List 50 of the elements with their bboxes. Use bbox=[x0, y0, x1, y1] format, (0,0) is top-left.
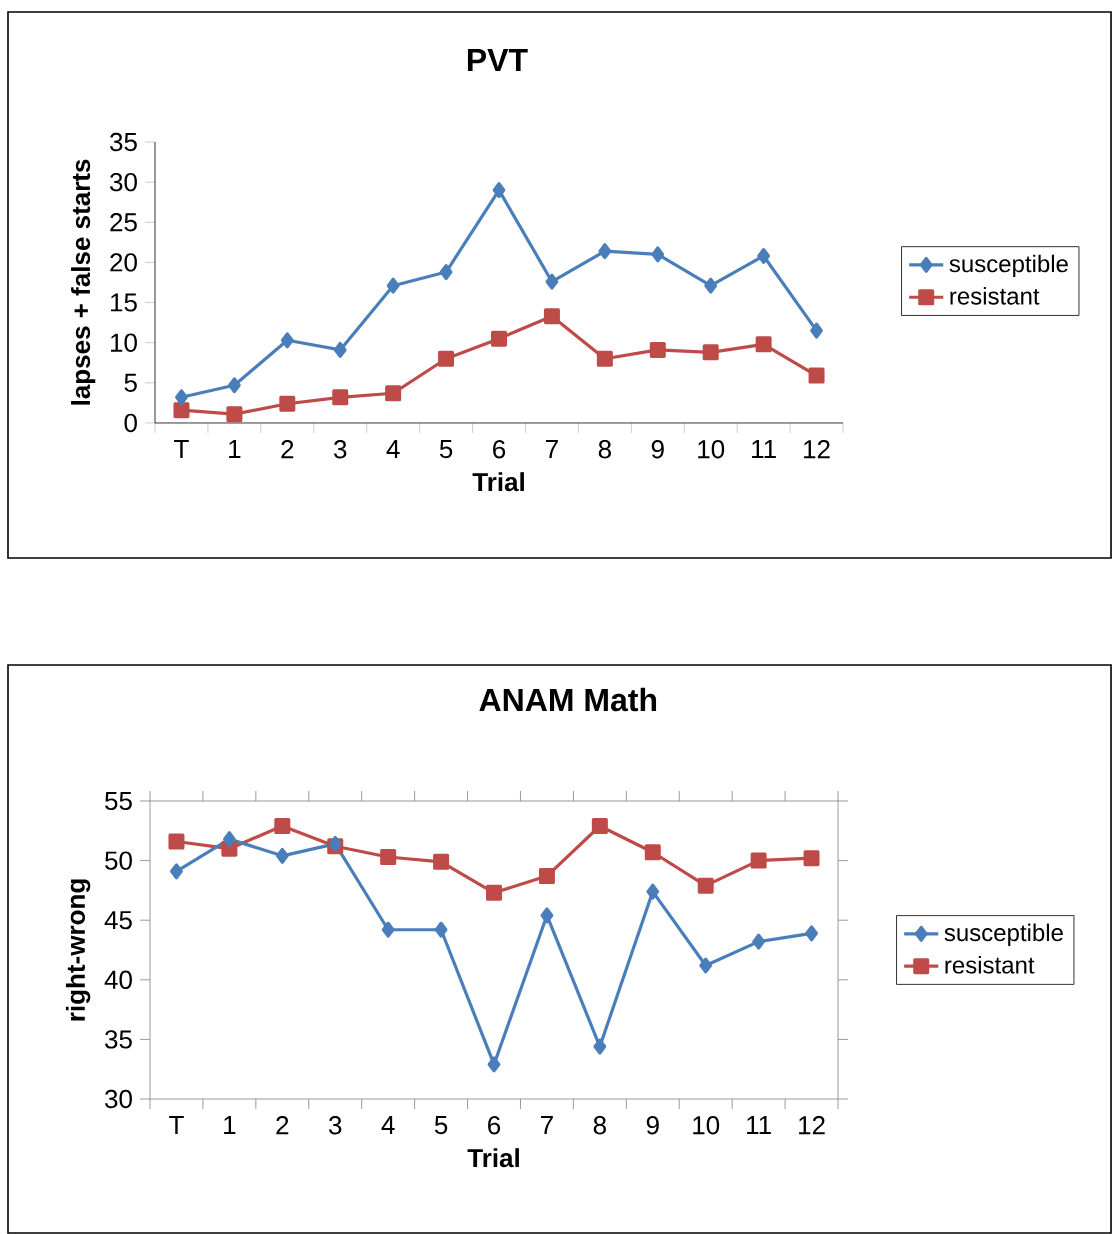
x-tick-label: T bbox=[169, 1116, 184, 1134]
x-tick-label: 2 bbox=[281, 440, 294, 459]
x-tick-label: 11 bbox=[747, 1116, 771, 1134]
legend-label: resistant bbox=[950, 287, 1040, 305]
x-tick-label: 7 bbox=[541, 1116, 553, 1134]
x-tick-label: 5 bbox=[434, 1116, 448, 1135]
chart-title: PVT bbox=[467, 49, 528, 72]
x-tick-label: 8 bbox=[593, 1116, 606, 1135]
y-tick-label: 35 bbox=[110, 132, 137, 152]
y-tick-label: 30 bbox=[105, 1089, 132, 1109]
chart-title: ANAM Math bbox=[479, 687, 657, 712]
x-tick-label: 9 bbox=[651, 440, 664, 459]
x-tick-label: 4 bbox=[381, 1116, 395, 1134]
y-tick-label: 25 bbox=[110, 213, 137, 232]
x-tick-label: 5 bbox=[439, 440, 453, 459]
x-tick-label: 3 bbox=[329, 1116, 342, 1135]
x-tick-label: 10 bbox=[693, 1116, 720, 1135]
y-axis-title: lapses + false starts bbox=[71, 159, 96, 405]
y-tick-label: 40 bbox=[104, 970, 132, 989]
y-tick-label: 50 bbox=[105, 851, 132, 870]
legend-label: susceptible bbox=[949, 254, 1068, 278]
legend-label: susceptible bbox=[944, 923, 1063, 946]
x-tick-label: 8 bbox=[598, 440, 611, 459]
y-tick-label: 45 bbox=[104, 911, 132, 930]
x-tick-label: 6 bbox=[488, 1116, 501, 1135]
x-tick-label: 10 bbox=[698, 440, 725, 459]
y-axis-title: right-wrong bbox=[65, 879, 91, 1021]
x-axis-title: Trial bbox=[467, 1148, 519, 1168]
x-tick-label: 2 bbox=[276, 1116, 289, 1135]
y-tick-label: 10 bbox=[110, 333, 137, 352]
x-tick-label: 7 bbox=[546, 440, 558, 458]
x-tick-label: 12 bbox=[799, 1116, 825, 1135]
y-tick-label: 35 bbox=[105, 1030, 132, 1049]
y-tick-label: 5 bbox=[124, 373, 137, 392]
x-tick-label: 3 bbox=[334, 440, 347, 459]
legend-label: resistant bbox=[945, 956, 1035, 974]
x-tick-label: 4 bbox=[386, 440, 400, 458]
x-tick-label: 12 bbox=[804, 440, 830, 459]
y-tick-label: 0 bbox=[124, 413, 137, 433]
x-tick-label: 9 bbox=[646, 1116, 659, 1135]
y-tick-label: 20 bbox=[110, 253, 137, 272]
x-tick-label: T bbox=[174, 440, 189, 458]
x-axis-title: Trial bbox=[472, 472, 524, 492]
x-tick-label: 6 bbox=[493, 440, 506, 459]
x-tick-label: 1 bbox=[229, 440, 241, 458]
y-tick-label: 15 bbox=[110, 293, 137, 312]
y-tick-label: 30 bbox=[110, 172, 137, 192]
y-tick-label: 55 bbox=[105, 791, 132, 811]
x-tick-label: 1 bbox=[224, 1116, 236, 1134]
x-tick-label: 11 bbox=[752, 440, 776, 458]
